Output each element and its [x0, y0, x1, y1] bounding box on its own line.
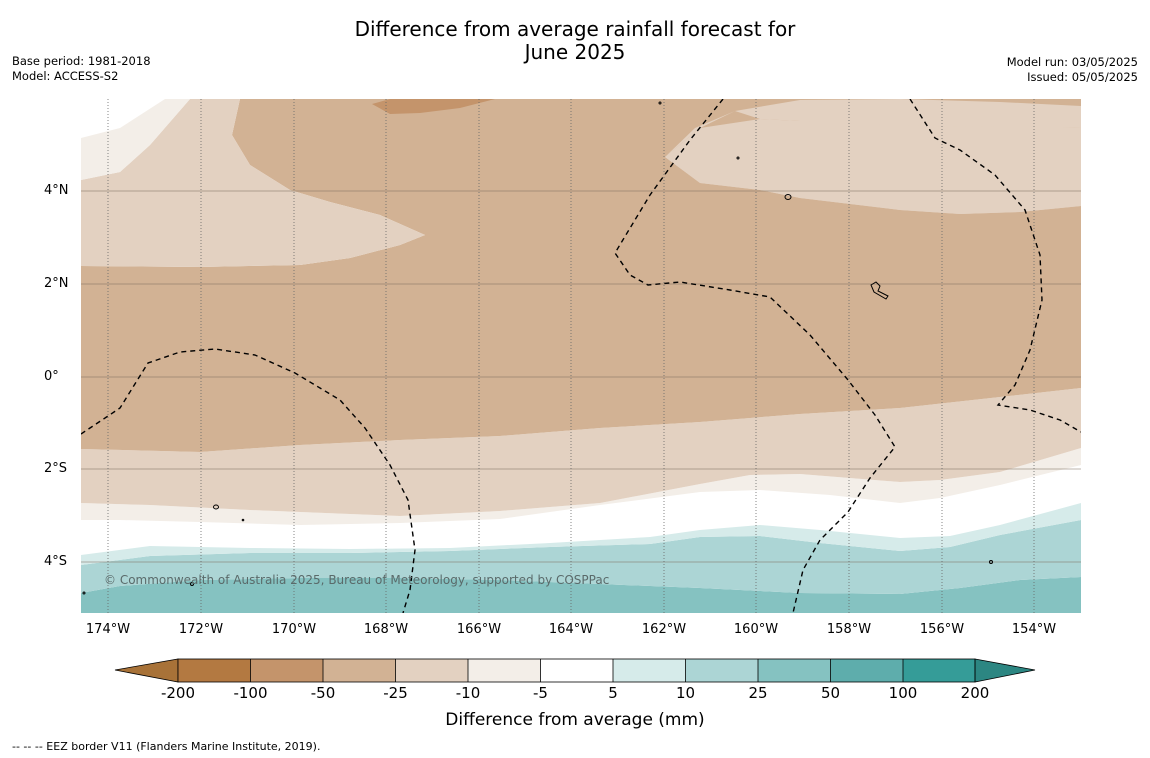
- eez-border-east: [909, 99, 1081, 433]
- colorbar-segment-6: [540, 659, 613, 682]
- info-left: Base period: 1981-2018 Model: ACCESS-S2: [12, 54, 151, 84]
- map-title: Difference from average rainfall forecas…: [0, 18, 1150, 64]
- lat-label-4s: 4°S: [44, 554, 68, 569]
- title-line-1: Difference from average rainfall forecas…: [354, 17, 796, 41]
- colorbar-tick: -200: [160, 684, 196, 702]
- contour-band-minus5-minus10: [81, 448, 1081, 525]
- colorbar-tick: -10: [455, 684, 481, 702]
- island-small-6: [82, 591, 86, 595]
- contour-band-10-25: [81, 520, 1081, 594]
- colorbar-dividers: [250, 659, 904, 682]
- lon-label-170w: 170°W: [271, 622, 317, 637]
- issued-date: Issued: 05/05/2025: [1027, 70, 1138, 84]
- colorbar-segment-10: [830, 659, 903, 682]
- latitude-lines: [81, 190, 1081, 563]
- lon-label-154w: 154°W: [1011, 622, 1057, 637]
- lat-label-2s: 2°S: [44, 461, 68, 476]
- colorbar-tick: 100: [888, 684, 918, 702]
- colorbar-tick: 200: [960, 684, 990, 702]
- colorbar-segment-5: [468, 659, 541, 682]
- island-small-2: [658, 101, 662, 105]
- model-name: Model: ACCESS-S2: [12, 69, 119, 83]
- lon-label-172w: 172°W: [178, 622, 224, 637]
- eez-border-west: [81, 348, 416, 613]
- colorbar-segment-1: [178, 659, 251, 682]
- contour-band-upper-right-fill: [665, 119, 1081, 214]
- eez-border-central: [614, 99, 896, 613]
- copyright-notice: © Commonwealth of Australia 2025, Bureau…: [104, 573, 610, 587]
- lon-label-162w: 162°W: [641, 622, 687, 637]
- colorbar-extend-low: [114, 658, 179, 683]
- lon-label-156w: 156°W: [919, 622, 965, 637]
- island-small-5: [241, 518, 245, 522]
- colorbar-segment-8: [685, 659, 758, 682]
- lat-label-4n: 4°N: [44, 183, 69, 198]
- colorbar-tick: -25: [383, 684, 408, 702]
- islands: [82, 101, 993, 595]
- island-baker: [213, 504, 219, 510]
- title-line-2: June 2025: [524, 40, 626, 64]
- lat-label-2n: 2°N: [44, 276, 69, 291]
- colorbar-tick: -5: [533, 684, 548, 702]
- colorbar-segment-7: [613, 659, 686, 682]
- base-period: Base period: 1981-2018: [12, 54, 151, 68]
- colorbar-extend-high: [974, 658, 1036, 683]
- model-run: Model run: 03/05/2025: [1006, 55, 1138, 69]
- colorbar-outline: [177, 658, 976, 683]
- lon-label-166w: 166°W: [456, 622, 502, 637]
- footer-note: -- -- -- EEZ border V11 (Flanders Marine…: [12, 740, 321, 753]
- colorbar-tick: 50: [820, 684, 841, 702]
- lon-label-160w: 160°W: [733, 622, 779, 637]
- colorbar-segment-11: [903, 659, 975, 682]
- lon-label-168w: 168°W: [363, 622, 409, 637]
- lat-label-0: 0°: [44, 369, 59, 384]
- contour-band-minus10-minus25: [81, 388, 1081, 516]
- colorbar-tick: -50: [310, 684, 336, 702]
- island-tabuaeran: [784, 194, 792, 200]
- colorbar-segment-2: [250, 659, 323, 682]
- colorbar-tick: 5: [608, 684, 618, 702]
- map-plot-area: [81, 99, 1081, 613]
- contour-band-upper-left: [81, 99, 425, 267]
- island-small-3: [190, 582, 194, 586]
- colorbar-label: Difference from average (mm): [445, 710, 705, 730]
- colorbar-tick: 25: [748, 684, 768, 702]
- contour-band-minus50-minus100: [372, 99, 495, 114]
- colorbar-segment-3: [323, 659, 396, 682]
- island-small-1: [736, 156, 740, 160]
- colorbar: [114, 658, 1036, 683]
- lon-label-158w: 158°W: [826, 622, 872, 637]
- colorbar-tick: 10: [675, 684, 696, 702]
- lon-label-164w: 164°W: [548, 622, 594, 637]
- eez-borders: [81, 99, 1081, 613]
- colorbar-segment-9: [758, 659, 831, 682]
- colorbar-segment-4: [395, 659, 468, 682]
- island-kiritimati: [870, 281, 889, 300]
- lon-label-174w: 174°W: [85, 622, 131, 637]
- colorbar-tick: -100: [233, 684, 268, 702]
- contour-band-25-50: [81, 577, 1081, 613]
- contour-band-5-10: [81, 503, 1081, 565]
- info-right: Model run: 03/05/2025 Issued: 05/05/2025: [1007, 55, 1138, 85]
- island-small-4: [989, 560, 993, 564]
